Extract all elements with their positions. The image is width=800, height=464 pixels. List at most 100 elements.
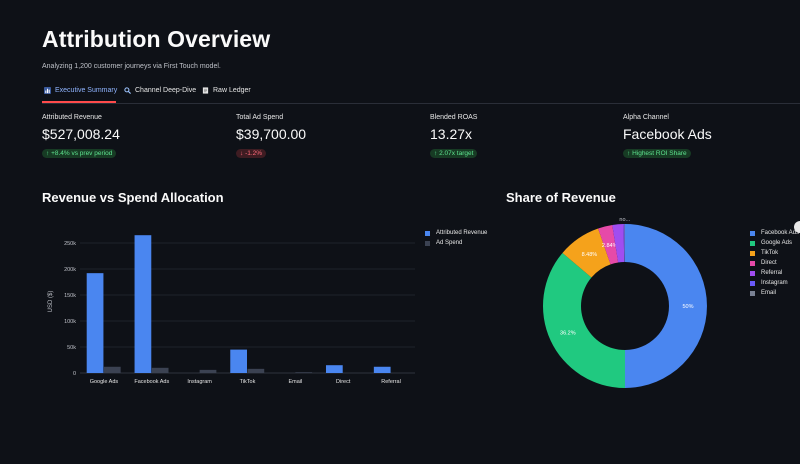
slice-label: 50%	[682, 304, 693, 310]
bar-chart: 0 50k 100k 150k 200k 250k USD ($) Google Ads Fac…	[48, 235, 415, 385]
y-tick-label: 200k	[64, 267, 76, 273]
metric-total-ad-spend: Total Ad Spend $39,700.00 ↓ -1.2%	[236, 114, 306, 160]
legend-swatch	[750, 280, 755, 286]
donut-slice	[623, 224, 625, 263]
bar	[373, 366, 391, 373]
y-tick-label: 50k	[67, 345, 76, 351]
metric-label: Attributed Revenue	[42, 114, 102, 121]
page-title: Attribution Overview	[42, 26, 271, 52]
metric-delta-badge: ↑ 2.07x target	[430, 149, 478, 158]
tab-bar: Executive Summary Channel Deep-Dive Raw …	[42, 83, 800, 104]
slice-label: no...	[619, 218, 630, 223]
scroll-indicator[interactable]	[794, 221, 800, 233]
donut-slice	[625, 224, 707, 388]
legend-label: Instagram	[761, 280, 788, 286]
legend-swatch	[750, 240, 755, 246]
metric-delta-text: Highest ROI Share	[632, 150, 687, 157]
x-tick-label: Google Ads	[90, 379, 119, 385]
legend-swatch	[425, 240, 430, 246]
legend-label: Referral	[761, 270, 783, 276]
metric-alpha-channel: Alpha Channel Facebook Ads ↑ Highest ROI…	[623, 114, 712, 160]
metric-label: Total Ad Spend	[236, 114, 284, 121]
legend-swatch	[750, 270, 755, 276]
metric-label: Blended ROAS	[430, 114, 478, 121]
metric-label: Alpha Channel	[623, 114, 669, 121]
metric-delta-badge: ↑ +8.4% vs prev period	[42, 149, 117, 158]
tab-label: Channel Deep-Dive	[135, 87, 197, 94]
magnifier-icon	[124, 87, 131, 94]
page-subtitle: Analyzing 1,200 customer journeys via Fi…	[42, 63, 221, 70]
bar	[134, 235, 152, 373]
y-tick-label: 150k	[64, 293, 76, 299]
legend-swatch	[750, 230, 755, 236]
legend-label: Direct	[761, 260, 777, 266]
bar	[86, 273, 104, 373]
slice-label: 2.84%	[602, 243, 618, 249]
legend-label: Ad Spend	[436, 240, 463, 246]
bar	[247, 368, 265, 373]
document-icon	[202, 87, 209, 94]
metric-delta-badge: ↑ Highest ROI Share	[623, 149, 691, 158]
donut-slice	[598, 224, 619, 265]
metric-value: $39,700.00	[236, 126, 307, 142]
metric-blended-roas: Blended ROAS 13.27x ↑ 2.07x target	[430, 114, 477, 160]
legend-item[interactable]: TikTok	[750, 248, 800, 258]
tab-channel-deep-dive[interactable]: Channel Deep-Dive	[124, 87, 196, 94]
metric-delta-text: +8.4% vs prev period	[51, 150, 113, 157]
tab-raw-ledger[interactable]: Raw Ledger	[202, 87, 251, 94]
legend-item-revenue[interactable]: Attributed Revenue	[425, 228, 487, 238]
y-axis-label: USD ($)	[48, 291, 54, 313]
donut-slice	[562, 228, 611, 278]
legend-item-spend[interactable]: Ad Spend	[425, 238, 487, 248]
y-tick-label: 100k	[64, 319, 76, 325]
active-tab-indicator	[42, 101, 116, 103]
x-tick-label: TikTok	[240, 379, 256, 385]
legend-item[interactable]: Referral	[750, 268, 800, 278]
metric-delta-text: -1.2%	[245, 150, 263, 157]
bar	[295, 372, 313, 373]
bar	[230, 349, 247, 373]
legend-item[interactable]: Google Ads	[750, 238, 800, 248]
legend-label: TikTok	[761, 250, 779, 256]
metric-delta-text: 2.07x target	[439, 150, 474, 157]
metric-delta-badge: ↓ -1.2%	[236, 149, 267, 158]
legend-item[interactable]: Facebook Ads	[750, 228, 800, 238]
y-tick-label: 0	[73, 371, 76, 377]
donut-slice	[543, 252, 625, 388]
slice-label: 36.2%	[560, 330, 576, 336]
tab-label: Executive Summary	[55, 87, 118, 94]
bar	[325, 365, 343, 373]
donut-slice	[612, 224, 625, 263]
tab-label: Raw Ledger	[213, 87, 251, 94]
x-tick-label: Facebook Ads	[134, 379, 169, 385]
legend-swatch	[750, 260, 755, 266]
legend-label: Attributed Revenue	[436, 230, 488, 236]
bar	[151, 367, 169, 373]
donut-chart: 50% 36.2% 8.48% 2.84% no...	[543, 218, 707, 388]
metric-value: Facebook Ads	[623, 126, 712, 142]
tab-executive-summary[interactable]: Executive Summary	[44, 87, 117, 94]
pie-chart-legend: Facebook Ads Google Ads TikTok Direct Referr…	[750, 228, 800, 298]
metric-attributed-revenue: Attributed Revenue $527,008.24 ↑ +8.4% v…	[42, 114, 120, 160]
legend-swatch	[425, 230, 430, 236]
metric-value: $527,008.24	[42, 126, 120, 142]
bar-chart-icon	[44, 87, 51, 94]
legend-label: Facebook Ads	[761, 230, 800, 236]
bar	[199, 369, 217, 373]
legend-swatch	[750, 250, 755, 256]
bar-chart-title: Revenue vs Spend Allocation	[42, 190, 224, 205]
pie-chart-title: Share of Revenue	[506, 190, 616, 205]
y-tick-label: 250k	[64, 241, 76, 247]
legend-item[interactable]: Email	[750, 288, 800, 298]
legend-item[interactable]: Direct	[750, 258, 800, 268]
metric-value: 13.27x	[430, 126, 473, 142]
x-tick-label: Referral	[381, 379, 401, 385]
x-tick-label: Instagram	[187, 379, 212, 385]
x-tick-label: Direct	[336, 379, 351, 385]
legend-item[interactable]: Instagram	[750, 278, 800, 288]
slice-label: 8.48%	[582, 252, 598, 258]
legend-label: Email	[761, 290, 777, 296]
x-tick-label: Email	[288, 379, 302, 385]
legend-swatch	[750, 290, 755, 296]
legend-label: Google Ads	[761, 240, 793, 246]
